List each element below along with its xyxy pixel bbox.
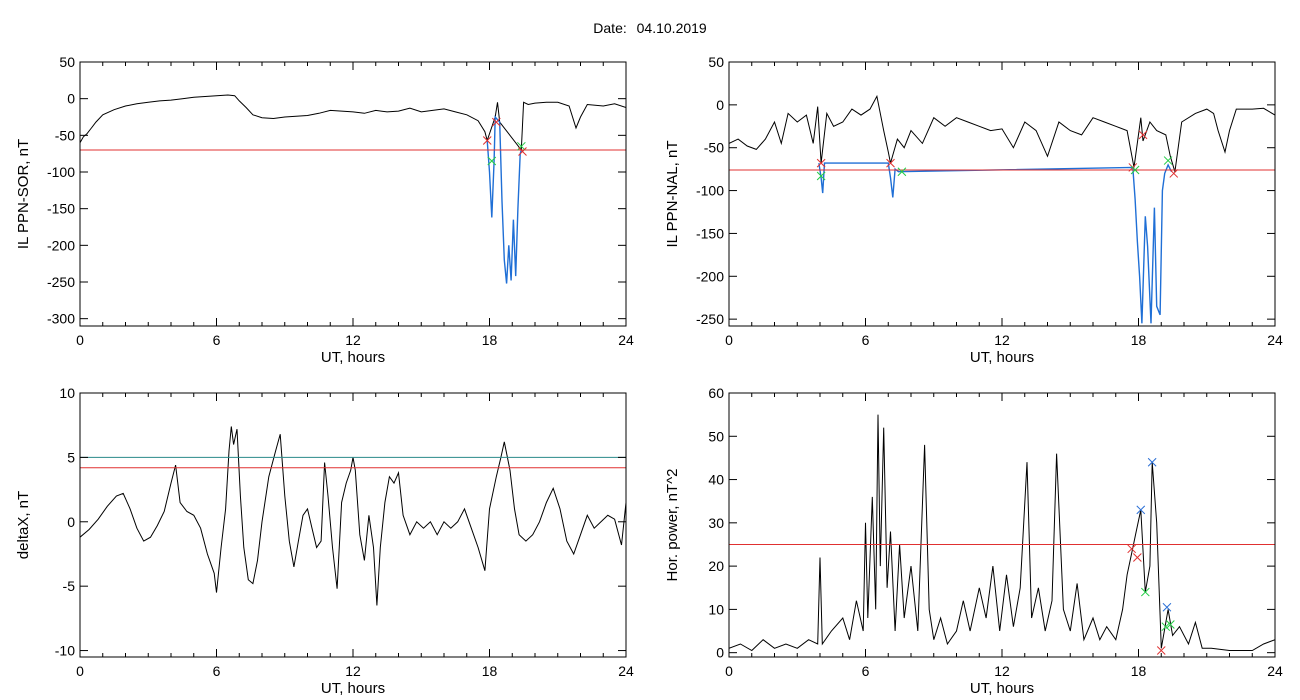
marker-power-6 [1162,602,1172,612]
y-tick-label-power-10: 10 [708,601,724,617]
y-tick-label-deltax-10: 10 [59,385,75,401]
marker-sor-2 [487,156,497,166]
marker-nal-5 [1130,165,1140,175]
series-line-sor-1 [486,115,522,284]
y-tick-label-power-30: 30 [708,515,724,531]
y-tick-label-deltax-5: 5 [67,449,75,465]
x-axis-title-power: UT, hours [970,680,1034,697]
y-tick-label-nal--250: -250 [696,311,724,327]
x-tick-label-deltax-24: 24 [618,663,634,679]
marker-nal-8 [1169,169,1179,178]
x-tick-label-nal-6: 6 [862,332,870,348]
y-tick-label-power-40: 40 [708,472,724,488]
marker-power-8 [1165,620,1175,629]
y-tick-label-sor--50: -50 [55,127,75,143]
y-tick-label-nal-50: 50 [708,54,724,70]
marker-nal-0 [816,158,826,168]
marker-nal-2 [886,158,895,168]
y-tick-label-nal--200: -200 [696,268,724,284]
marker-sor-3 [516,141,526,151]
x-tick-label-nal-18: 18 [1131,332,1147,348]
x-tick-label-power-6: 6 [862,663,870,679]
y-tick-label-sor--150: -150 [47,201,75,217]
x-tick-label-sor-24: 24 [618,332,634,348]
x-tick-label-power-0: 0 [725,663,733,679]
y-tick-label-power-50: 50 [708,428,724,444]
x-tick-label-power-12: 12 [994,663,1010,679]
marker-nal-7 [1163,156,1173,165]
x-tick-label-deltax-12: 12 [345,663,361,679]
y-tick-label-deltax--10: -10 [55,643,75,659]
plot-frame-sor [79,61,627,327]
x-tick-label-power-24: 24 [1267,663,1283,679]
marker-power-3 [1147,457,1157,467]
y-tick-label-deltax--5: -5 [63,578,76,594]
series-line-deltax-0 [80,426,626,606]
x-tick-label-nal-12: 12 [994,332,1010,348]
marker-sor-4 [518,147,527,156]
series-line-nal-1 [818,162,1173,324]
y-tick-label-sor--200: -200 [47,237,75,253]
x-tick-label-deltax-0: 0 [76,663,84,679]
y-tick-label-sor--250: -250 [47,274,75,290]
x-tick-label-deltax-6: 6 [213,663,221,679]
chart-sor: 0 6 12 18 24 50 0 -50 -100 -150 -200 -250 -300 UT, ho… [15,54,634,366]
series-line-power-0 [729,414,1275,652]
marker-sor-1 [491,117,501,127]
x-tick-label-deltax-18: 18 [482,663,498,679]
x-axis-title-sor: UT, hours [321,349,385,366]
chart-nal: 0 6 12 18 24 50 0 -50 -100 -150 -200 -250 UT, hours I… [664,54,1283,366]
chart-deltax: 0 6 12 18 24 10 5 0 -5 -10 UT, hours deltaX, nT [15,385,634,697]
y-tick-label-sor-0: 0 [67,91,75,107]
y-axis-title-sor: IL PPN-SOR, nT [15,139,32,249]
y-tick-label-power-20: 20 [708,558,724,574]
x-tick-label-nal-0: 0 [725,332,733,348]
y-tick-label-sor-50: 50 [59,54,75,70]
x-tick-label-nal-24: 24 [1267,332,1283,348]
x-axis-title-deltax: UT, hours [321,680,385,697]
marker-sor-0 [482,136,492,145]
x-tick-label-power-18: 18 [1131,663,1147,679]
marker-nal-1 [816,171,826,181]
y-axis-title-power: Hor. power, nT^2 [664,469,681,582]
marker-power-1 [1133,553,1142,562]
y-tick-label-nal--100: -100 [696,183,724,199]
marker-power-5 [1156,646,1166,655]
plot-frame-deltax [79,392,627,658]
plot-area-sor [80,94,626,284]
x-tick-label-sor-0: 0 [76,332,84,348]
y-tick-label-power-0: 0 [716,645,724,661]
marker-power-4 [1140,587,1150,597]
y-axis-title-nal: IL PPN-NAL, nT [664,141,681,248]
marker-power-2 [1136,505,1146,515]
x-axis-title-nal: UT, hours [970,349,1034,366]
date-title: Date: 04.10.2019 [0,20,1300,36]
y-tick-label-deltax-0: 0 [67,514,75,530]
plot-area-nal [729,94,1275,324]
chart-power: 0 6 12 18 24 60 50 40 30 20 10 0 UT, hours Hor. power… [664,385,1283,697]
date-label: Date: [593,20,627,36]
y-tick-label-sor--100: -100 [47,164,75,180]
y-tick-label-nal--50: -50 [704,140,724,156]
marker-nal-6 [1138,130,1148,140]
marker-power-0 [1127,544,1137,554]
y-tick-label-nal-0: 0 [716,97,724,113]
y-tick-label-power-60: 60 [708,385,724,401]
x-tick-label-sor-12: 12 [345,332,361,348]
plot-frame-power [728,392,1276,658]
plot-area-power [729,414,1275,655]
x-tick-label-sor-6: 6 [213,332,221,348]
y-tick-label-nal--150: -150 [696,225,724,241]
marker-power-7 [1161,622,1171,632]
marker-nal-3 [897,167,907,177]
y-tick-label-sor--300: -300 [47,311,75,327]
date-value: 04.10.2019 [636,20,707,36]
series-line-sor-0 [80,94,626,152]
y-axis-title-deltax: deltaX, nT [15,491,32,559]
x-tick-label-sor-18: 18 [482,332,498,348]
plot-frame-nal [728,61,1276,327]
plot-area-deltax [80,426,626,606]
series-line-nal-0 [729,94,1275,172]
